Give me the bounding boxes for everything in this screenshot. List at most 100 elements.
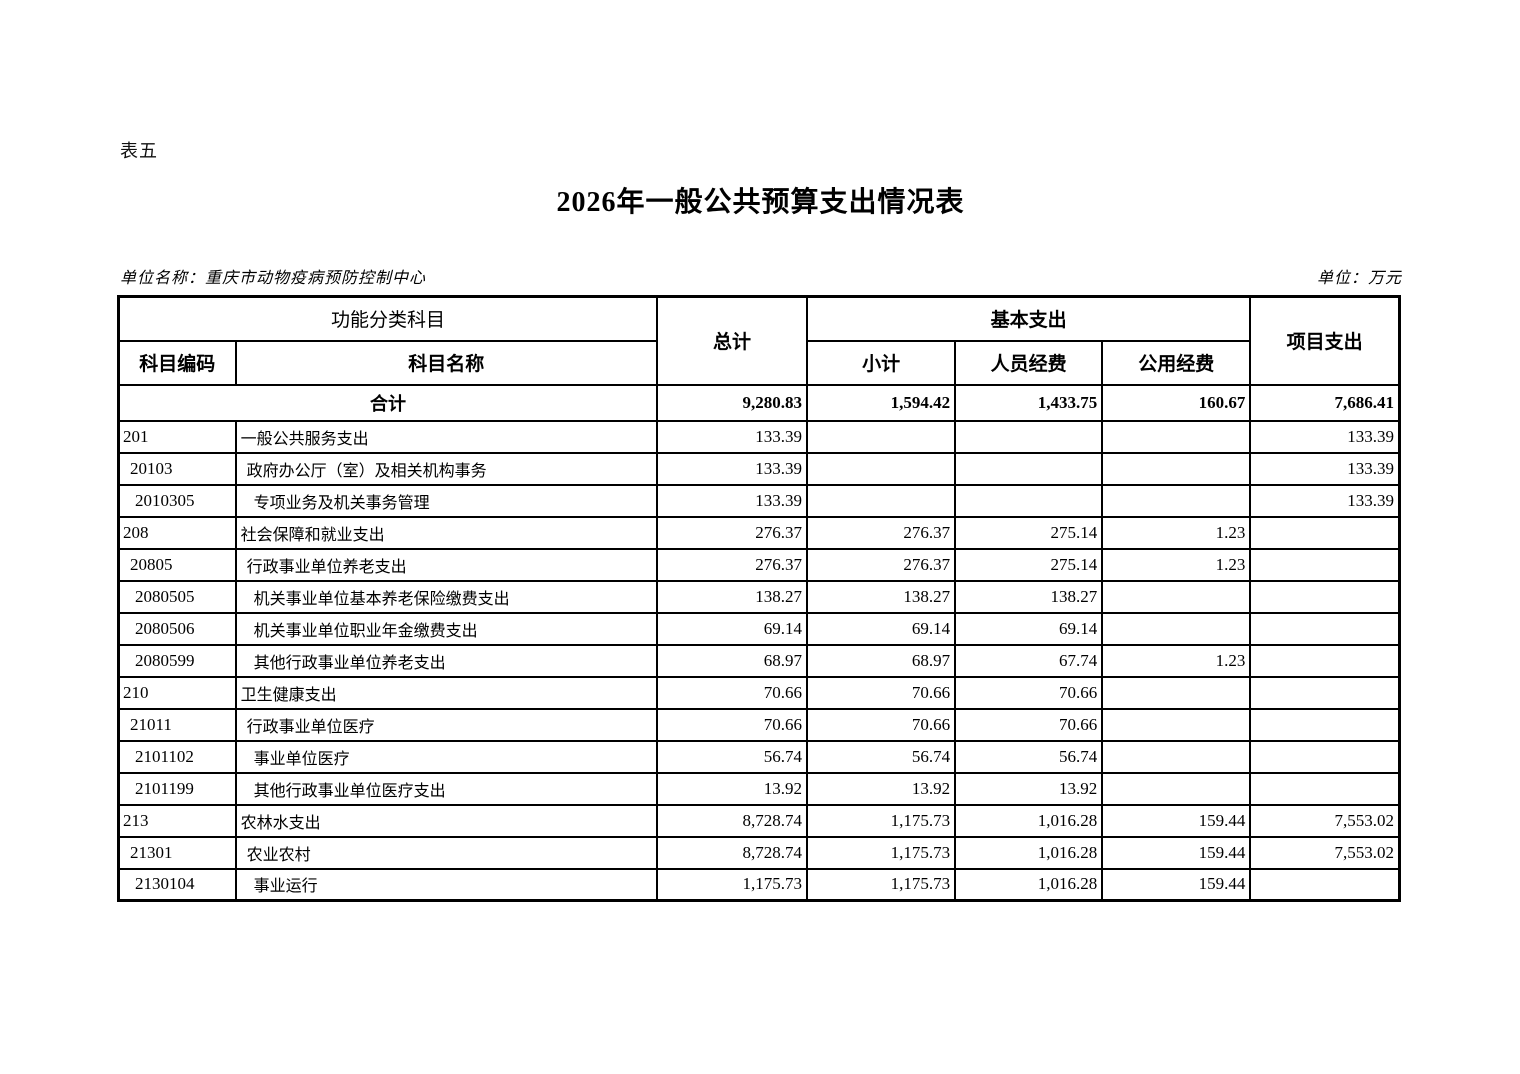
public-amount-cell [1101, 483, 1252, 518]
grand-total-public: 160.67 [1101, 383, 1252, 422]
header-public-funds: 公用经费 [1101, 339, 1252, 386]
project-amount-cell [1249, 547, 1401, 582]
personnel-amount-cell: 275.14 [954, 547, 1104, 582]
total-amount-cell: 70.66 [655, 707, 809, 742]
header-personnel-funds: 人员经费 [954, 339, 1104, 386]
table-row: 2080505 机关事业单位基本养老保险缴费支出 138.27 138.27 1… [117, 579, 1401, 614]
basic-subtotal-cell: 1,175.73 [806, 867, 957, 902]
project-amount-cell: 133.39 [1249, 419, 1401, 454]
personnel-amount-cell: 13.92 [954, 771, 1104, 806]
subject-code-cell: 20103 [117, 451, 237, 486]
personnel-amount-cell: 1,016.28 [954, 835, 1104, 870]
subject-name-cell: 专项业务及机关事务管理 [234, 483, 658, 518]
total-amount-cell: 8,728.74 [655, 803, 809, 838]
table-row: 201 一般公共服务支出 133.39 133.39 [117, 419, 1401, 454]
basic-subtotal-cell: 70.66 [806, 707, 957, 742]
currency-unit-label: 单位：万元 [1316, 270, 1402, 287]
public-amount-cell [1101, 451, 1252, 486]
table-header: 功能分类科目 总计 基本支出 项目支出 科目编码 科目名称 小计 人员经费 公用… [117, 295, 1401, 386]
subject-name-cell: 其他行政事业单位养老支出 [234, 643, 658, 678]
subject-name-cell: 卫生健康支出 [234, 675, 658, 710]
personnel-amount-cell: 70.66 [954, 675, 1104, 710]
subject-code-cell: 210 [117, 675, 237, 710]
grand-total-project: 7,686.41 [1249, 383, 1401, 422]
public-amount-cell [1101, 739, 1252, 774]
personnel-amount-cell: 275.14 [954, 515, 1104, 550]
project-amount-cell [1249, 643, 1401, 678]
project-amount-cell [1249, 611, 1401, 646]
subject-name-cell: 农林水支出 [234, 803, 658, 838]
header-grand-total: 总计 [655, 295, 809, 386]
subject-code-cell: 2080506 [117, 611, 237, 646]
public-amount-cell [1101, 707, 1252, 742]
subject-name-cell: 事业运行 [234, 867, 658, 902]
subject-code-cell: 2101102 [117, 739, 237, 774]
public-amount-cell [1101, 771, 1252, 806]
project-amount-cell [1249, 739, 1401, 774]
table-row: 21011 行政事业单位医疗 70.66 70.66 70.66 [117, 707, 1401, 742]
subject-name-cell: 政府办公厅（室）及相关机构事务 [234, 451, 658, 486]
basic-subtotal-cell: 138.27 [806, 579, 957, 614]
total-amount-cell: 8,728.74 [655, 835, 809, 870]
total-amount-cell: 70.66 [655, 675, 809, 710]
project-amount-cell: 7,553.02 [1249, 835, 1401, 870]
grand-total-row: 合计 9,280.83 1,594.42 1,433.75 160.67 7,6… [117, 383, 1401, 422]
project-amount-cell [1249, 707, 1401, 742]
grand-total-basic-subtotal: 1,594.42 [806, 383, 957, 422]
subject-code-cell: 201 [117, 419, 237, 454]
project-amount-cell: 7,553.02 [1249, 803, 1401, 838]
header-project-expenditure: 项目支出 [1249, 295, 1401, 386]
grand-total-amount: 9,280.83 [655, 383, 809, 422]
personnel-amount-cell [954, 483, 1104, 518]
subject-code-cell: 21011 [117, 707, 237, 742]
subject-name-cell: 机关事业单位基本养老保险缴费支出 [234, 579, 658, 614]
basic-subtotal-cell: 13.92 [806, 771, 957, 806]
total-amount-cell: 68.97 [655, 643, 809, 678]
subject-code-cell: 2080599 [117, 643, 237, 678]
personnel-amount-cell: 1,016.28 [954, 867, 1104, 902]
project-amount-cell [1249, 867, 1401, 902]
total-amount-cell: 56.74 [655, 739, 809, 774]
total-amount-cell: 133.39 [655, 419, 809, 454]
header-basic-expenditure: 基本支出 [806, 295, 1252, 342]
project-amount-cell [1249, 579, 1401, 614]
project-amount-cell [1249, 771, 1401, 806]
table-row: 210 卫生健康支出 70.66 70.66 70.66 [117, 675, 1401, 710]
table-row: 2080506 机关事业单位职业年金缴费支出 69.14 69.14 69.14 [117, 611, 1401, 646]
subject-code-cell: 2080505 [117, 579, 237, 614]
subject-code-cell: 2101199 [117, 771, 237, 806]
total-amount-cell: 13.92 [655, 771, 809, 806]
total-amount-cell: 1,175.73 [655, 867, 809, 902]
basic-subtotal-cell: 68.97 [806, 643, 957, 678]
unit-info-row: 单位名称：重庆市动物疫病预防控制中心 单位：万元 [120, 264, 1402, 288]
table-row: 2101199 其他行政事业单位医疗支出 13.92 13.92 13.92 [117, 771, 1401, 806]
subject-code-cell: 21301 [117, 835, 237, 870]
basic-subtotal-cell [806, 451, 957, 486]
public-amount-cell: 159.44 [1101, 835, 1252, 870]
subject-code-cell: 2010305 [117, 483, 237, 518]
personnel-amount-cell: 56.74 [954, 739, 1104, 774]
project-amount-cell [1249, 515, 1401, 550]
header-subtotal: 小计 [806, 339, 957, 386]
project-amount-cell [1249, 675, 1401, 710]
subject-name-cell: 机关事业单位职业年金缴费支出 [234, 611, 658, 646]
total-amount-cell: 138.27 [655, 579, 809, 614]
table-row: 208 社会保障和就业支出 276.37 276.37 275.14 1.23 [117, 515, 1401, 550]
subject-code-cell: 20805 [117, 547, 237, 582]
table-row: 213 农林水支出 8,728.74 1,175.73 1,016.28 159… [117, 803, 1401, 838]
header-row-1: 功能分类科目 总计 基本支出 项目支出 [117, 295, 1401, 386]
personnel-amount-cell: 138.27 [954, 579, 1104, 614]
basic-subtotal-cell: 1,175.73 [806, 835, 957, 870]
personnel-amount-cell: 1,016.28 [954, 803, 1104, 838]
table-row: 2010305 专项业务及机关事务管理 133.39 133.39 [117, 483, 1401, 518]
basic-subtotal-cell: 276.37 [806, 515, 957, 550]
subject-name-cell: 社会保障和就业支出 [234, 515, 658, 550]
basic-subtotal-cell: 69.14 [806, 611, 957, 646]
personnel-amount-cell [954, 451, 1104, 486]
total-amount-cell: 276.37 [655, 515, 809, 550]
subject-code-cell: 213 [117, 803, 237, 838]
basic-subtotal-cell: 1,175.73 [806, 803, 957, 838]
sheet-tag: 表五 [120, 141, 158, 161]
table-row: 2130104 事业运行 1,175.73 1,175.73 1,016.28 … [117, 867, 1401, 902]
